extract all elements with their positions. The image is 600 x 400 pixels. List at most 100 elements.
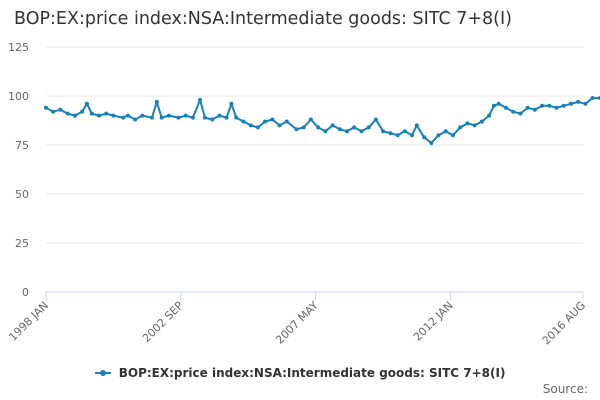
data-point[interactable] <box>402 129 407 134</box>
data-point[interactable] <box>337 127 342 132</box>
data-point[interactable] <box>525 105 530 110</box>
data-point[interactable] <box>294 127 299 132</box>
data-point[interactable] <box>330 123 335 128</box>
data-point[interactable] <box>422 135 427 140</box>
data-point[interactable] <box>190 115 195 120</box>
data-point[interactable] <box>547 103 552 108</box>
data-point[interactable] <box>104 111 109 116</box>
data-point[interactable] <box>89 111 94 116</box>
data-point[interactable] <box>487 113 492 118</box>
data-point[interactable] <box>465 121 470 126</box>
legend-series-label: BOP:EX:price index:NSA:Intermediate good… <box>118 366 506 380</box>
data-point[interactable] <box>532 107 537 112</box>
y-tick-label: 100 <box>8 90 29 103</box>
y-tick-label: 75 <box>15 139 29 152</box>
data-point[interactable] <box>84 101 89 106</box>
data-point[interactable] <box>597 96 600 100</box>
data-point[interactable] <box>443 129 448 134</box>
data-point[interactable] <box>308 117 313 122</box>
data-point[interactable] <box>198 97 203 102</box>
data-point[interactable] <box>451 133 455 138</box>
data-point[interactable] <box>366 125 371 130</box>
data-point[interactable] <box>388 131 393 136</box>
data-point[interactable] <box>511 109 516 114</box>
source-label: Source: <box>542 382 588 396</box>
x-tick-label: 2007 MAY <box>273 299 321 347</box>
data-point[interactable] <box>176 115 181 120</box>
y-axis-labels: 0 25 50 75 100 125 <box>8 41 29 299</box>
data-point[interactable] <box>284 119 289 124</box>
x-tick-label: 2016 AUG <box>540 299 589 348</box>
data-point[interactable] <box>65 111 70 116</box>
data-point[interactable] <box>248 123 253 128</box>
data-point[interactable] <box>410 133 414 138</box>
data-point[interactable] <box>583 101 588 106</box>
data-point[interactable] <box>210 117 215 122</box>
data-point[interactable] <box>183 113 188 118</box>
data-point[interactable] <box>44 105 48 110</box>
grid-lines <box>46 46 583 244</box>
data-point[interactable] <box>111 113 116 118</box>
data-point[interactable] <box>479 119 484 124</box>
data-point[interactable] <box>140 113 145 118</box>
data-point[interactable] <box>496 101 501 106</box>
data-point[interactable] <box>472 123 477 128</box>
data-point[interactable] <box>518 111 523 116</box>
data-point[interactable] <box>301 125 306 130</box>
data-point[interactable] <box>503 105 508 110</box>
data-point[interactable] <box>234 115 239 120</box>
data-point[interactable] <box>436 133 441 138</box>
data-point[interactable] <box>121 115 126 120</box>
data-point[interactable] <box>590 96 595 100</box>
data-point[interactable] <box>277 123 282 128</box>
data-point[interactable] <box>133 117 138 122</box>
data-point[interactable] <box>263 119 268 124</box>
data-point[interactable] <box>224 115 229 120</box>
data-point[interactable] <box>229 101 234 106</box>
legend[interactable]: BOP:EX:price index:NSA:Intermediate good… <box>0 366 600 380</box>
x-tick-label: 2012 JAN <box>411 299 456 344</box>
x-tick-label: 1998 JAN <box>6 299 51 344</box>
data-point[interactable] <box>540 103 545 108</box>
data-point[interactable] <box>97 113 101 118</box>
y-tick-label: 25 <box>15 237 29 250</box>
data-point[interactable] <box>576 99 581 104</box>
data-point[interactable] <box>125 113 130 118</box>
data-point[interactable] <box>429 141 434 145</box>
data-point[interactable] <box>241 119 246 124</box>
data-point[interactable] <box>154 99 159 104</box>
data-point[interactable] <box>217 113 222 118</box>
data-point[interactable] <box>414 123 419 128</box>
data-point[interactable] <box>561 103 566 108</box>
data-point[interactable] <box>345 129 349 134</box>
y-tick-label: 50 <box>15 188 29 201</box>
data-point[interactable] <box>58 107 63 112</box>
data-point[interactable] <box>255 125 260 130</box>
data-point[interactable] <box>202 115 207 120</box>
data-point[interactable] <box>352 125 357 130</box>
data-point[interactable] <box>159 115 164 120</box>
chart-title: BOP:EX:price index:NSA:Intermediate good… <box>14 9 512 29</box>
data-point[interactable] <box>316 125 321 130</box>
series-line <box>44 82 600 145</box>
data-point[interactable] <box>323 129 328 134</box>
data-point[interactable] <box>166 113 171 118</box>
data-point[interactable] <box>381 129 386 134</box>
data-point[interactable] <box>554 105 559 110</box>
data-point[interactable] <box>373 117 378 122</box>
y-tick-label: 0 <box>22 286 29 299</box>
data-point[interactable] <box>80 109 85 114</box>
data-point[interactable] <box>51 109 56 114</box>
data-point[interactable] <box>150 115 154 120</box>
data-point[interactable] <box>270 117 275 122</box>
data-point[interactable] <box>569 101 573 106</box>
data-point[interactable] <box>458 125 463 130</box>
data-point[interactable] <box>359 129 364 134</box>
data-point[interactable] <box>395 133 400 138</box>
data-point[interactable] <box>72 113 77 118</box>
x-axis: 1998 JAN 2002 SEP 2007 MAY 2012 JAN 2016 AUG <box>6 291 589 348</box>
x-tick-label: 2002 SEP <box>140 299 186 345</box>
series-path[interactable] <box>45 82 600 144</box>
data-point[interactable] <box>491 103 496 108</box>
